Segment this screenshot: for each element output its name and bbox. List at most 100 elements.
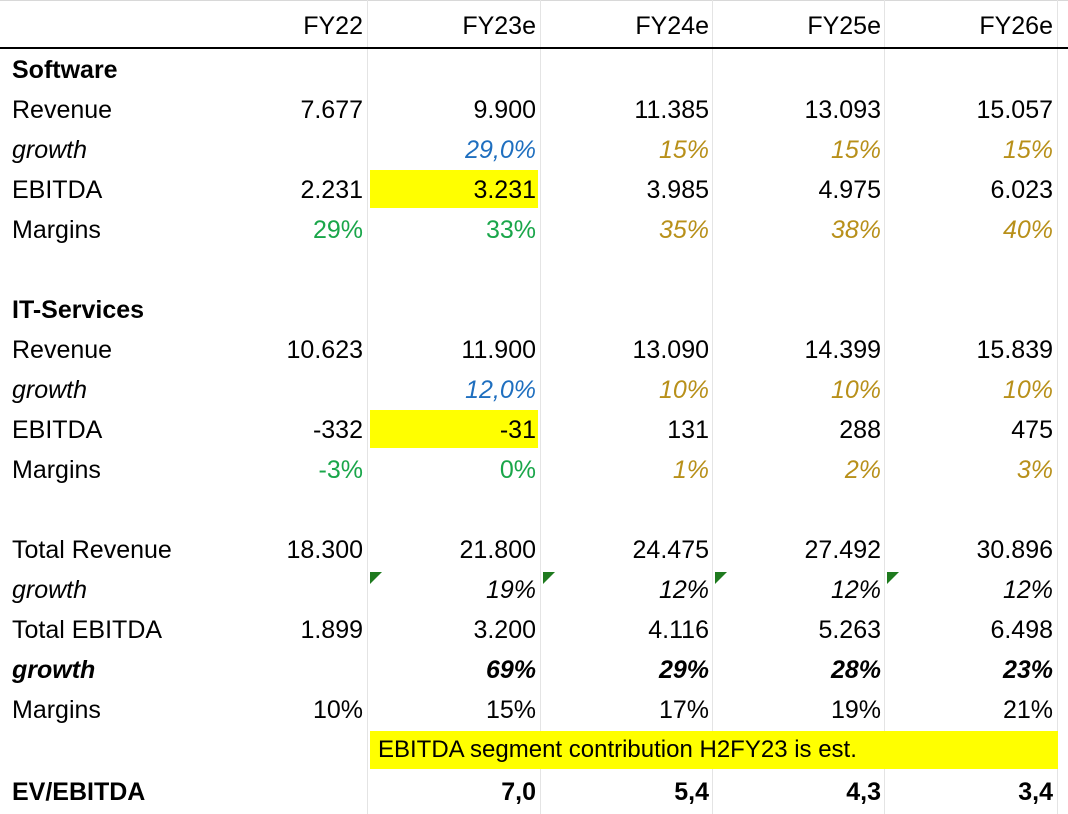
table-cell[interactable]: 10% [830,376,881,404]
table-cell[interactable]: 2% [844,456,881,484]
table-cell[interactable]: 17% [658,696,709,724]
section-heading-it-services[interactable]: IT-Services [12,296,145,324]
table-cell[interactable]: 11.900 [461,336,536,364]
table-cell[interactable]: 5,4 [674,778,709,806]
table-cell[interactable]: 3% [1016,456,1053,484]
table-cell[interactable]: 3.200 [473,616,536,644]
table-cell[interactable]: 24.475 [632,536,709,564]
table-cell[interactable]: 10% [1002,376,1053,404]
row-label[interactable]: EV/EBITDA [12,778,146,806]
table-cell[interactable]: 4,3 [846,778,881,806]
table-cell[interactable]: 12% [830,576,881,604]
table-cell[interactable]: 38% [830,216,881,244]
row-label[interactable]: growth [12,656,96,684]
table-cell[interactable]: -332 [312,416,363,444]
table-cell[interactable]: 4.116 [648,616,709,644]
table-cell[interactable]: 35% [658,216,709,244]
table-cell[interactable]: 7,0 [501,778,536,806]
row-label[interactable]: Total Revenue [12,536,172,564]
table-cell[interactable]: -3% [318,456,363,484]
table-cell[interactable]: 7.677 [300,96,363,124]
table-cell[interactable]: 9.900 [473,96,536,124]
table-row: Margins -3% 0% 1% 2% 3% [0,450,1068,490]
table-cell[interactable]: 3.985 [646,176,709,204]
table-row: Revenue 10.623 11.900 13.090 14.399 15.8… [0,330,1068,370]
table-row: IT-Services [0,290,1068,330]
row-label[interactable]: Revenue [12,336,113,364]
table-row: Margins 10% 15% 17% 19% 21% [0,690,1068,730]
row-label[interactable]: Margins [12,216,101,244]
col-header[interactable]: FY22 [303,12,363,40]
table-cell[interactable]: 10% [658,376,709,404]
col-header[interactable]: FY24e [635,12,709,40]
row-label[interactable]: growth [12,576,88,604]
table-cell[interactable]: 475 [1011,416,1053,444]
table-cell[interactable]: 15% [1002,136,1053,164]
gridline [712,0,713,814]
table-cell[interactable]: 15% [830,136,881,164]
table-cell[interactable]: 6.498 [990,616,1053,644]
comment-indicator-icon[interactable] [370,572,382,584]
table-cell[interactable]: 33% [485,216,536,244]
row-label[interactable]: Margins [12,456,101,484]
comment-indicator-icon[interactable] [543,572,555,584]
table-cell[interactable]: 2.231 [300,176,363,204]
table-cell[interactable]: 15.839 [976,336,1053,364]
table-cell[interactable]: 27.492 [804,536,881,564]
row-label[interactable]: growth [12,136,88,164]
row-label[interactable]: Total EBITDA [12,616,163,644]
table-cell[interactable]: 29,0% [465,136,536,164]
comment-indicator-icon[interactable] [715,572,727,584]
col-header[interactable]: FY26e [979,12,1053,40]
row-label[interactable]: Revenue [12,96,113,124]
table-cell[interactable]: 69% [485,656,536,684]
table-cell[interactable]: 19% [485,576,536,604]
table-cell[interactable]: 18.300 [286,536,363,564]
table-cell[interactable]: 10.623 [286,336,363,364]
col-header[interactable]: FY23e [462,12,536,40]
table-cell[interactable]: 3.231 [473,176,536,204]
table-cell[interactable]: 4.975 [818,176,881,204]
table-cell[interactable]: 15% [658,136,709,164]
table-cell[interactable]: 6.023 [990,176,1053,204]
table-cell[interactable]: 12% [1002,576,1053,604]
table-cell[interactable]: 1% [672,456,709,484]
table-cell[interactable]: 40% [1002,216,1053,244]
table-cell[interactable]: 11.385 [634,96,709,124]
table-cell[interactable]: 12,0% [465,376,536,404]
table-cell[interactable]: 3,4 [1018,778,1053,806]
table-cell[interactable]: 13.093 [804,96,881,124]
comment-indicator-icon[interactable] [887,572,899,584]
table-cell[interactable]: 15% [485,696,536,724]
table-cell[interactable]: 1.899 [300,616,363,644]
col-header[interactable]: FY25e [807,12,881,40]
table-cell[interactable]: 29% [658,656,709,684]
table-cell[interactable]: 10% [312,696,363,724]
table-cell[interactable]: 29% [312,216,363,244]
table-cell[interactable]: 30.896 [976,536,1053,564]
table-cell[interactable]: 21% [1002,696,1053,724]
table-cell[interactable]: 19% [830,696,881,724]
table-cell[interactable]: 23% [1002,656,1053,684]
table-cell[interactable]: 21.800 [459,536,536,564]
section-heading-software[interactable]: Software [12,56,118,84]
gridline [1057,0,1058,814]
table-cell[interactable]: 15.057 [976,96,1053,124]
table-cell[interactable]: 28% [830,656,881,684]
note-text[interactable]: EBITDA segment contribution H2FY23 is es… [378,736,857,763]
row-label[interactable]: growth [12,376,88,404]
table-cell[interactable]: 12% [658,576,709,604]
row-label[interactable]: Margins [12,696,101,724]
table-cell[interactable]: 13.090 [632,336,709,364]
table-cell[interactable]: 5.263 [818,616,881,644]
table-cell[interactable]: 131 [667,416,709,444]
table-cell[interactable]: 288 [839,416,881,444]
table-row: Software [0,50,1068,90]
table-cell[interactable]: -31 [499,416,536,444]
row-label[interactable]: EBITDA [12,176,103,204]
highlight-cell-it-ebitda [370,410,538,448]
table-cell[interactable]: 0% [499,456,536,484]
header-border [0,47,1068,49]
row-label[interactable]: EBITDA [12,416,103,444]
table-cell[interactable]: 14.399 [804,336,881,364]
